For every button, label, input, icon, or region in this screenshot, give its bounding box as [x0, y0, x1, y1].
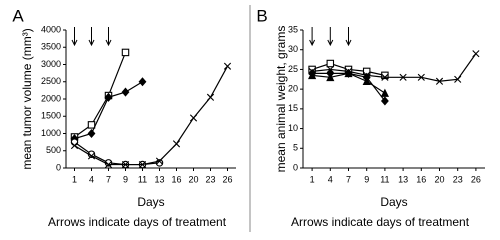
y-tick-label: 25 [288, 64, 298, 74]
x-tick-label: 26 [471, 174, 481, 184]
y-tick-label: 20 [288, 84, 298, 94]
x-tick-label: 20 [188, 174, 198, 184]
y-tick-label: 0 [56, 162, 61, 172]
marker [121, 87, 130, 97]
y-tick-label: 1000 [41, 128, 61, 138]
x-tick-label: 4 [89, 174, 94, 184]
y-tick-label: 3500 [41, 42, 61, 52]
marker [104, 160, 113, 169]
marker [472, 50, 480, 58]
marker [399, 73, 407, 81]
marker [206, 93, 215, 101]
marker [380, 96, 389, 106]
y-tick-label: 0 [293, 162, 298, 172]
x-tick-label: 1 [310, 174, 315, 184]
marker [87, 128, 96, 139]
marker [223, 62, 232, 70]
treatment-arrow [327, 27, 334, 47]
x-tick-label: 23 [205, 174, 215, 184]
marker [189, 114, 198, 122]
x-axis-label: Days [380, 195, 407, 209]
x-tick-label: 23 [453, 174, 463, 184]
marker [344, 67, 353, 75]
y-tick-label: 30 [288, 44, 298, 54]
marker [362, 76, 371, 86]
x-tick-label: 4 [328, 174, 333, 184]
x-tick-label: 13 [154, 174, 164, 184]
marker [70, 138, 79, 146]
marker [87, 152, 96, 160]
marker [326, 72, 335, 82]
x-tick-label: 9 [364, 174, 369, 184]
marker [380, 88, 389, 97]
x-axis-label: Days [137, 195, 164, 209]
y-tick-label: 35 [288, 24, 298, 34]
marker [326, 59, 335, 68]
marker [104, 92, 113, 102]
panel-label: B [256, 6, 267, 25]
x-tick-label: 7 [106, 174, 111, 184]
marker [363, 71, 371, 79]
marker [155, 157, 164, 165]
marker [435, 77, 444, 85]
y-axis-label: mean tumor volume (mm³) [20, 28, 34, 169]
marker [454, 75, 462, 83]
treatment-arrow [88, 27, 95, 47]
panel-label: A [12, 6, 24, 25]
x-tick-label: 7 [346, 174, 351, 184]
x-tick-label: 20 [434, 174, 444, 184]
marker [138, 160, 147, 169]
marker [381, 71, 389, 80]
x-tick-label: 26 [222, 174, 232, 184]
series-line [312, 53, 477, 82]
marker [326, 65, 334, 74]
marker [87, 121, 96, 129]
x-tick-label: 1 [72, 174, 77, 184]
y-tick-label: 2000 [41, 93, 61, 103]
y-tick-label: 4000 [41, 24, 61, 34]
marker [121, 48, 130, 57]
y-tick-label: 1500 [41, 111, 61, 121]
x-tick-label: 16 [416, 174, 426, 184]
y-tick-label: 10 [288, 123, 298, 133]
treatment-arrow [309, 27, 316, 47]
marker [138, 77, 147, 87]
marker [381, 73, 389, 81]
x-tick-label: 9 [123, 174, 128, 184]
y-tick-label: 5 [293, 143, 298, 153]
marker [308, 70, 317, 80]
y-tick-label: 500 [46, 145, 61, 155]
y-tick-label: 3000 [41, 59, 61, 69]
marker [308, 67, 316, 75]
x-tick-label: 11 [138, 174, 147, 184]
treatment-arrow [345, 27, 352, 47]
treatment-arrow [105, 27, 112, 47]
marker [172, 140, 181, 148]
x-tick-label: 11 [380, 174, 389, 184]
series-line [74, 52, 127, 138]
marker [121, 160, 130, 169]
treatment-arrow [71, 27, 78, 47]
x-tick-label: 16 [171, 174, 181, 184]
y-tick-label: 2500 [41, 76, 61, 86]
y-axis-label: mean animal weight, grams [274, 26, 288, 173]
marker [70, 141, 79, 150]
x-tick-label: 13 [398, 174, 408, 184]
annotation: Arrows indicate days of treatment [48, 215, 227, 229]
marker [417, 73, 425, 81]
y-tick-label: 15 [288, 103, 298, 113]
series-line [74, 65, 229, 166]
annotation: Arrows indicate days of treatment [291, 215, 470, 229]
